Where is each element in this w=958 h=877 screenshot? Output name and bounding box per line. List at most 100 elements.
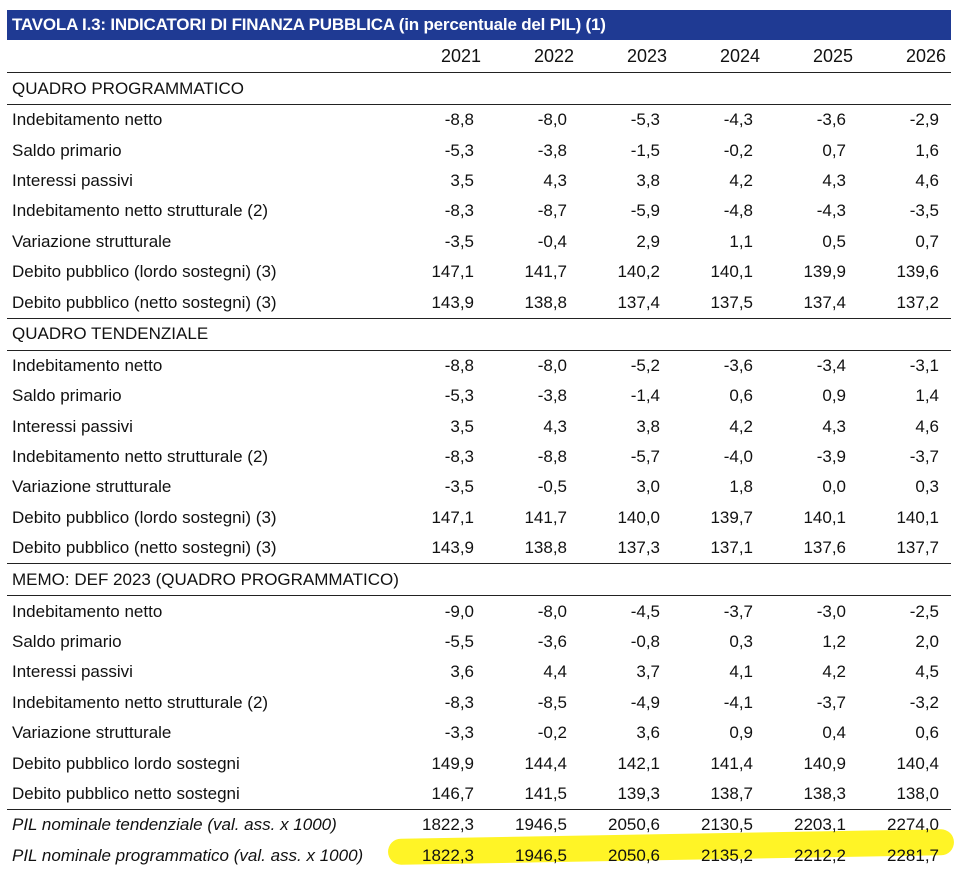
section-heading-row: QUADRO TENDENZIALE	[7, 317, 951, 351]
value-cell: 137,2	[896, 292, 939, 312]
value-cell: 137,4	[803, 292, 846, 312]
row-label: Indebitamento netto strutturale (2)	[12, 447, 269, 467]
table-row: Interessi passivi 3,6 4,4 3,7 4,1 4,2 4,5	[7, 657, 951, 687]
value-cell: 147,1	[431, 507, 474, 527]
row-label: Saldo primario	[12, 140, 122, 160]
value-cell: 1,2	[822, 632, 846, 652]
year-header: 2023	[579, 40, 672, 73]
value-cell: 2135,2	[701, 845, 753, 865]
value-cell: 0,5	[822, 231, 846, 251]
value-cell: 4,2	[729, 170, 753, 190]
table-row: Indebitamento netto -8,8 -8,0 -5,2 -3,6 -3,4 -…	[7, 350, 951, 381]
year-header: 2025	[765, 40, 858, 73]
value-cell: -2,5	[909, 601, 939, 621]
row-label: Debito pubblico lordo sostegni	[12, 753, 240, 773]
value-cell: 141,5	[524, 784, 567, 803]
pil-row: PIL nominale programmatico (val. ass. x …	[7, 841, 951, 871]
value-cell: 1,1	[729, 231, 753, 251]
table-row: Saldo primario -5,3 -3,8 -1,4 0,6 0,9 1,4	[7, 381, 951, 411]
row-label: Debito pubblico (lordo sostegni) (3)	[12, 262, 277, 282]
value-cell: 144,4	[524, 753, 567, 773]
value-cell: -3,3	[444, 723, 474, 743]
table-row: Variazione strutturale -3,3 -0,2 3,6 0,9 0,4 0…	[7, 718, 951, 748]
value-cell: -8,8	[444, 110, 474, 130]
value-cell: 2,0	[915, 632, 939, 652]
value-cell: -4,0	[723, 447, 753, 467]
value-cell: 140,1	[803, 507, 846, 527]
table-row: Indebitamento netto strutturale (2) -8,3 -…	[7, 688, 951, 718]
value-cell: 140,2	[617, 262, 660, 282]
value-cell: 137,5	[710, 292, 753, 312]
value-cell: -1,4	[630, 386, 660, 406]
value-cell: -3,4	[816, 355, 846, 375]
value-cell: 0,3	[915, 477, 939, 497]
value-cell: 138,8	[524, 538, 567, 558]
table-row: Variazione strutturale -3,5 -0,5 3,0 1,8 0,0 0…	[7, 472, 951, 502]
value-cell: -3,2	[909, 692, 939, 712]
value-cell: 2203,1	[765, 809, 858, 841]
value-cell: -3,5	[444, 231, 474, 251]
value-cell: -8,0	[537, 601, 567, 621]
value-cell: 137,4	[617, 292, 660, 312]
value-cell: 1822,3	[422, 845, 474, 865]
value-cell: 139,9	[803, 262, 846, 282]
year-header: 2024	[672, 40, 765, 73]
value-cell: 4,5	[915, 662, 939, 682]
value-cell: 4,2	[822, 662, 846, 682]
value-cell: -3,7	[723, 601, 753, 621]
value-cell: 4,3	[822, 170, 846, 190]
value-cell: 0,4	[822, 723, 846, 743]
value-cell: -3,5	[444, 477, 474, 497]
value-cell: -8,7	[537, 201, 567, 221]
table-row: Interessi passivi 3,5 4,3 3,8 4,2 4,3 4,6	[7, 412, 951, 442]
value-cell: -5,5	[444, 632, 474, 652]
value-cell: -8,5	[537, 692, 567, 712]
value-cell: 3,6	[450, 662, 474, 682]
value-cell: -3,8	[537, 386, 567, 406]
value-cell: -8,3	[444, 692, 474, 712]
value-cell: 143,9	[431, 538, 474, 558]
table-row: Debito pubblico (netto sostegni) (3) 143,…	[7, 287, 951, 318]
value-cell: 3,8	[636, 416, 660, 436]
value-cell: -8,3	[444, 447, 474, 467]
value-cell: -0,2	[537, 723, 567, 743]
row-label: Indebitamento netto	[12, 110, 163, 130]
value-cell: -8,0	[537, 355, 567, 375]
value-cell: 0,3	[729, 632, 753, 652]
value-cell: -0,8	[630, 632, 660, 652]
value-cell: -3,9	[816, 447, 846, 467]
value-cell: -8,8	[444, 355, 474, 375]
section-heading: QUADRO PROGRAMMATICO	[7, 72, 951, 105]
value-cell: 0,7	[915, 231, 939, 251]
value-cell: 4,6	[915, 416, 939, 436]
value-cell: 3,8	[636, 170, 660, 190]
row-label: Debito pubblico (lordo sostegni) (3)	[12, 507, 277, 527]
value-cell: 3,0	[636, 477, 660, 497]
value-cell: 4,3	[543, 416, 567, 436]
value-cell: 141,4	[710, 753, 753, 773]
value-cell: -8,8	[537, 447, 567, 467]
value-cell: 141,7	[524, 262, 567, 282]
value-cell: 1,6	[915, 140, 939, 160]
table-row: Debito pubblico (lordo sostegni) (3) 147,…	[7, 257, 951, 287]
table-body: QUADRO PROGRAMMATICO Indebitamento netto -…	[7, 72, 951, 871]
value-cell: 140,0	[617, 507, 660, 527]
year-header: 2026	[858, 40, 951, 73]
value-cell: 137,3	[617, 538, 660, 558]
value-cell: 4,1	[729, 662, 753, 682]
section-heading: QUADRO TENDENZIALE	[7, 317, 951, 351]
value-cell: 4,3	[543, 170, 567, 190]
value-cell: -3,6	[723, 355, 753, 375]
value-cell: 139,6	[896, 262, 939, 282]
value-cell: -2,9	[909, 110, 939, 130]
value-cell: 137,7	[896, 538, 939, 558]
value-cell: 139,7	[710, 507, 753, 527]
row-label: Interessi passivi	[12, 662, 133, 682]
value-cell: 138,0	[896, 784, 939, 803]
value-cell: -4,3	[816, 201, 846, 221]
value-cell: 140,4	[896, 753, 939, 773]
value-cell: 3,5	[450, 170, 474, 190]
value-cell: -3,7	[909, 447, 939, 467]
year-header: 2022	[486, 40, 579, 73]
row-label: PIL nominale tendenziale (val. ass. x 10…	[7, 809, 393, 841]
